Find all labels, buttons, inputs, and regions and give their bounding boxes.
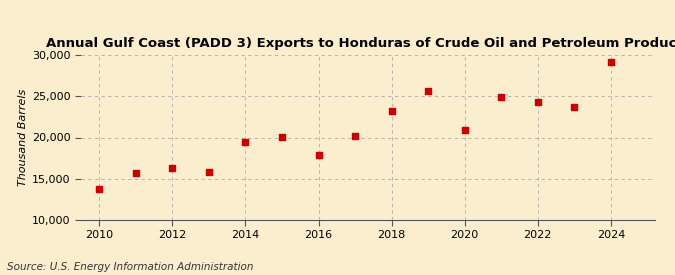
Title: Annual Gulf Coast (PADD 3) Exports to Honduras of Crude Oil and Petroleum Produc: Annual Gulf Coast (PADD 3) Exports to Ho… <box>45 37 675 50</box>
Point <box>240 139 251 144</box>
Point <box>386 109 397 113</box>
Point <box>459 128 470 132</box>
Point <box>313 153 324 157</box>
Point <box>277 134 288 139</box>
Point <box>203 170 214 174</box>
Point <box>350 134 360 138</box>
Point <box>496 95 507 99</box>
Text: Source: U.S. Energy Information Administration: Source: U.S. Energy Information Administ… <box>7 262 253 272</box>
Y-axis label: Thousand Barrels: Thousand Barrels <box>18 89 28 186</box>
Point <box>423 89 433 94</box>
Point <box>167 166 178 170</box>
Point <box>130 171 141 175</box>
Point <box>533 100 543 104</box>
Point <box>605 60 616 65</box>
Point <box>94 186 105 191</box>
Point <box>569 105 580 109</box>
